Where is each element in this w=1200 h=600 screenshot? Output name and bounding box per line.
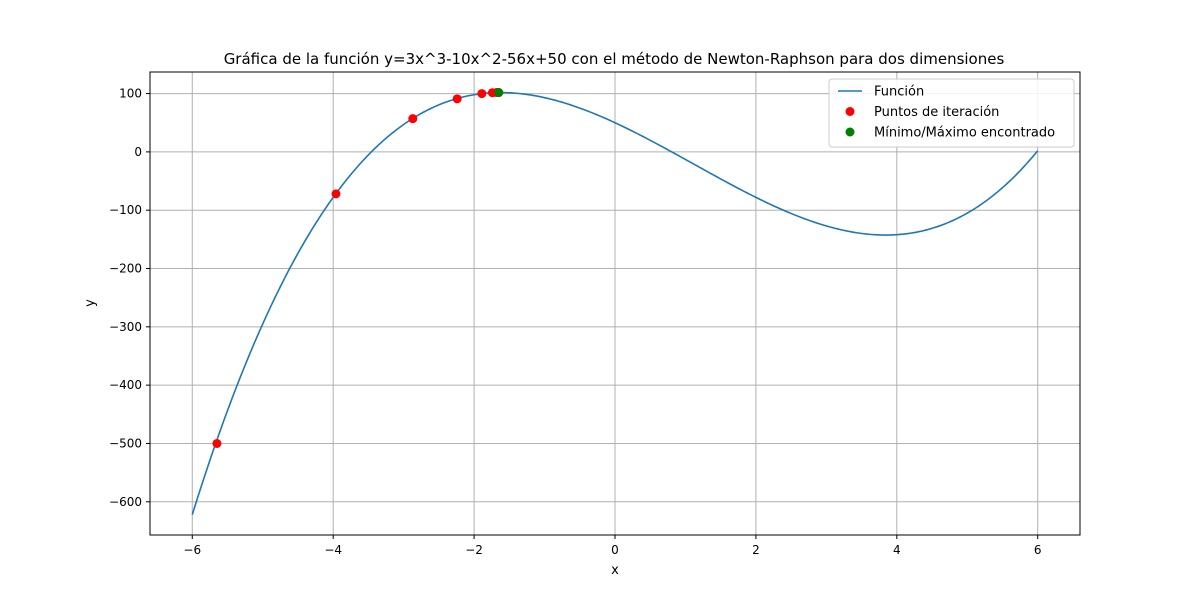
ticks: −6 −4 −2 0 2 4 6 100 0 −100 −200 −300 −400 −500 −600	[109, 87, 1042, 557]
x-tick-label: 2	[752, 543, 760, 557]
x-tick-label: −4	[324, 543, 342, 557]
iteration-point	[212, 438, 222, 448]
iteration-point	[452, 94, 462, 104]
y-tick-label: −300	[109, 320, 142, 334]
plot-series	[191, 88, 1039, 515]
legend-label: Puntos de iteración	[874, 105, 999, 120]
x-tick-label: −2	[465, 543, 483, 557]
legend-label: Función	[874, 85, 924, 100]
iteration-point	[408, 114, 418, 124]
y-tick-label: 100	[119, 87, 142, 101]
x-tick-label: −6	[183, 543, 201, 557]
x-tick-label: 6	[1034, 543, 1042, 557]
y-tick-label: −400	[109, 378, 142, 392]
y-tick-label: −500	[109, 436, 142, 450]
y-tick-label: −200	[109, 262, 142, 276]
legend-box	[828, 78, 1075, 148]
legend-swatch-marker	[845, 107, 855, 116]
legend-label: Mínimo/Máximo encontrado	[874, 126, 1055, 141]
chart-title: Gráfica de la función y=3x^3-10x^2-56x+5…	[224, 50, 1005, 68]
iteration-point	[331, 189, 341, 199]
legend: Función Puntos de iteración Mínimo/Máximo …	[828, 78, 1075, 148]
x-tick-label: 0	[611, 543, 619, 557]
x-tick-label: 4	[893, 543, 901, 557]
iteration-point	[477, 89, 487, 99]
grid	[150, 72, 1080, 535]
x-axis-label: x	[611, 563, 619, 578]
legend-swatch-marker	[845, 127, 855, 137]
extremum-point	[494, 88, 504, 98]
y-axis-label: y	[83, 299, 98, 307]
y-tick-label: −100	[109, 203, 142, 217]
y-tick-label: 0	[134, 145, 142, 159]
y-tick-label: −600	[109, 495, 142, 509]
